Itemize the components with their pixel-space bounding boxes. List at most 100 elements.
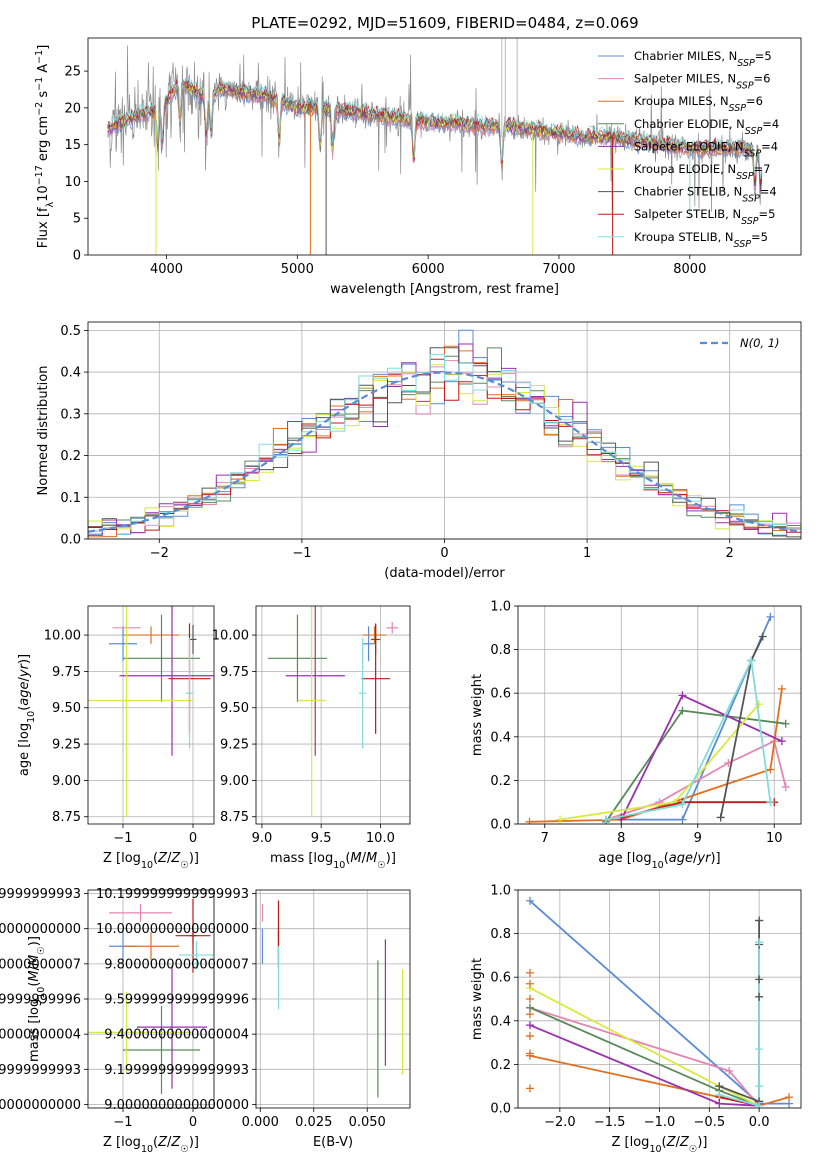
x-tick-label: 6000: [412, 262, 445, 277]
y-tick-label: 9.25: [220, 738, 249, 753]
y-tick-label: 0.2: [490, 774, 511, 789]
axes-frame: [255, 605, 411, 825]
label-part: mass [log: [270, 851, 333, 866]
label-part: Chabrier STELIB, N: [634, 185, 742, 199]
y-tick-label: 8.75: [52, 810, 81, 825]
axes-frame: [87, 889, 215, 1109]
panel-residual_histogram: −2 −1 0 1 2 0.0 0.1 0.2 0.3 0.4 0.5 (data-model)/er…: [36, 321, 802, 581]
plus-marker: [755, 916, 764, 925]
label-part: yr: [17, 662, 32, 678]
plus-marker: [777, 737, 786, 746]
y-tick-label: 0.2: [490, 1058, 511, 1073]
label-part: =4: [762, 117, 779, 131]
panel-mass_vs_EBV: 0.000 0.025 0.050 9.0000000000000000 9.19999…: [96, 887, 411, 1150]
y-tick-label: 9.1999999999999993: [104, 1063, 249, 1078]
y-tick-label: 8.75: [220, 810, 249, 825]
massweight-line: [605, 657, 772, 821]
plus-marker: [525, 979, 534, 988]
label-part: ]: [36, 45, 51, 50]
label-part: SSP: [741, 216, 759, 227]
plus-marker: [525, 1021, 534, 1030]
x-tick-label: 5000: [281, 262, 314, 277]
x-tick-label: 0: [440, 546, 448, 561]
label-part: Kroupa STELIB, N: [634, 230, 734, 244]
legend-label: Kroupa MILES, NSSP=6: [634, 94, 763, 114]
label-part: (: [153, 851, 158, 866]
x-tick-label: 7000: [542, 262, 575, 277]
y-tick-label: 1.0: [490, 600, 511, 615]
x-tick-label: 0.0: [749, 1115, 770, 1130]
label-part: =4: [761, 139, 778, 153]
legend-label: Chabrier MILES, NSSP=5: [634, 49, 772, 69]
label-part: M: [27, 955, 42, 966]
y-axis-label: Flux [fλ10−17 erg cm−2 s−1 A−1]: [34, 45, 56, 249]
x-tick-label: 9.0: [252, 831, 273, 846]
plot-area-residual_histogram: [88, 329, 801, 539]
y-tick-label: 0.4: [490, 1014, 511, 1029]
label-part: (data-model)/error: [384, 566, 505, 581]
figure-title: PLATE=0292, MJD=51609, FIBERID=0484, z=0…: [251, 14, 638, 32]
label-part: )]: [710, 851, 720, 866]
label-part: age [log: [17, 723, 32, 776]
label-part: /: [27, 965, 42, 970]
histogram-step: [88, 354, 801, 539]
label-part: 10: [36, 987, 47, 999]
y-tick-label: 9.5999999999999996: [0, 993, 81, 1008]
plus-marker: [716, 813, 725, 822]
label-part: Z: [157, 851, 168, 866]
y-tick-label: 0: [73, 249, 81, 264]
y-tick-label: 10.0000000000000000: [0, 922, 81, 937]
label-part: =5: [755, 49, 772, 63]
plus-marker: [755, 1101, 764, 1108]
label-part: 10: [652, 860, 664, 871]
y-tick-label: 9.8000000000000007: [0, 957, 81, 972]
plus-marker: [525, 968, 534, 977]
label-part: mass [log: [27, 999, 42, 1062]
axes-frame: [517, 605, 802, 825]
panel-mass_vs_Z: −1 0 9.0000000000000000 9.1999999999999993 9…: [0, 887, 215, 1155]
plot-area-mass_vs_EBV: [261, 900, 404, 1098]
legend-label: Salpeter MILES, NSSP=6: [634, 72, 771, 92]
plot-area-mass_vs_Z: [88, 898, 214, 1094]
axes-frame: [87, 321, 802, 540]
label-part: Z: [157, 1135, 168, 1150]
label-part: M: [350, 851, 361, 866]
x-tick-label: −1: [292, 546, 311, 561]
label-part: )]: [386, 851, 396, 866]
label-part: =4: [760, 185, 777, 199]
model-spectrum-line: [107, 85, 763, 192]
y-tick-label: 9.25: [52, 738, 81, 753]
x-axis-label: mass [log10(M/M☉)]: [270, 851, 396, 871]
x-tick-label: −1.5: [594, 1115, 626, 1130]
label-part: Z [log: [103, 851, 141, 866]
plus-marker: [556, 815, 565, 824]
x-tick-label: 10: [766, 831, 783, 846]
legend: Chabrier MILES, NSSP=5 Salpeter MILES, NS…: [598, 49, 779, 249]
label-part: Salpeter STELIB, N: [634, 207, 741, 221]
label-part: −17: [34, 165, 45, 185]
label-part: /: [693, 851, 698, 866]
y-tick-label: 10.1999999999999993: [0, 887, 81, 902]
label-part: ☉: [180, 1144, 189, 1155]
label-part: Z: [666, 1135, 677, 1150]
plus-marker: [525, 896, 534, 905]
plot-area-massweight_vs_Z: [525, 896, 794, 1108]
panel-spectrum: 4000 5000 6000 7000 8000 0 5 10 15 20 25 wavelength…: [34, 37, 802, 297]
y-tick-label: 10.0000000000000000: [96, 922, 249, 937]
label-part: Z: [170, 1135, 181, 1150]
x-tick-label: 0.050: [349, 1115, 386, 1130]
plot-area-massweight_vs_age: [525, 612, 790, 824]
y-tick-label: 9.00: [220, 774, 249, 789]
y-tick-label: 0.0: [490, 818, 511, 833]
plus-marker: [781, 719, 790, 728]
x-tick-label: 7: [541, 831, 549, 846]
plus-marker: [747, 656, 756, 665]
label-part: wavelength [Angstrom, rest frame]: [330, 282, 559, 297]
label-part: Chabrier ELODIE, N: [634, 117, 745, 131]
label-part: =6: [746, 94, 763, 108]
y-tick-label: 0.0: [490, 1102, 511, 1117]
plus-marker: [525, 995, 534, 1003]
legend-label: Salpeter STELIB, NSSP=5: [634, 207, 775, 227]
label-part: 10: [333, 860, 345, 871]
y-tick-label: 10.00: [44, 629, 81, 644]
